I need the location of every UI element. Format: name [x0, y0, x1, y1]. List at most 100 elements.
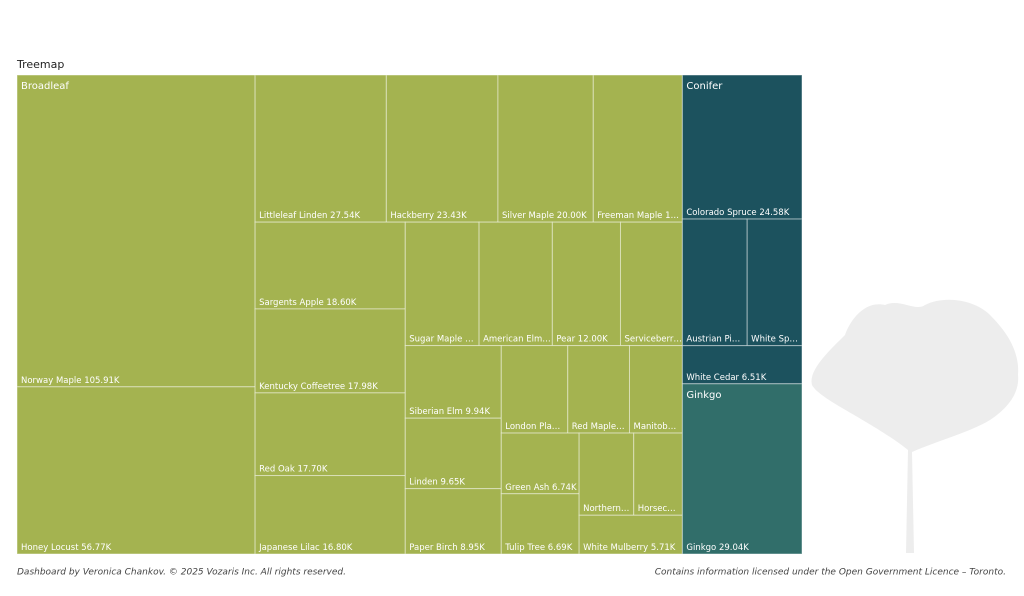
tile-value: 29.04K: [719, 543, 749, 553]
tile-name: Norway Maple: [21, 375, 81, 385]
tile-name: White Cedar: [686, 372, 739, 382]
treemap-tile: [254, 74, 387, 223]
tile-label: Paper Birch 8.95K: [409, 543, 485, 553]
treemap-tile: [497, 74, 594, 223]
treemap-tile: [500, 432, 580, 495]
tile-label: London Pla…: [505, 422, 560, 432]
treemap-tile: [254, 308, 406, 394]
tile-label: Sugar Maple …: [409, 334, 473, 344]
tile-name: White Sp…: [751, 334, 798, 344]
tile-name: Kentucky Coffeetree: [259, 381, 345, 391]
tile-label: Ginkgo 29.04K: [686, 543, 749, 553]
tile-value: 12.00K: [578, 334, 608, 344]
tile-value: 6.51K: [742, 372, 767, 382]
tile-label: Colorado Spruce 24.58K: [686, 208, 789, 218]
tile-name: Horsec…: [638, 504, 676, 514]
tile-name: Japanese Lilac: [258, 543, 320, 553]
treemap-tile: [478, 221, 553, 347]
tile-label: Linden 9.65K: [409, 477, 465, 487]
tile-name: Siberian Elm: [409, 407, 463, 417]
ginkgo-leaf-decoration: [811, 299, 1019, 553]
tile-value: 56.77K: [81, 543, 111, 553]
tile-label: Red Maple…: [572, 422, 625, 432]
tile-name: Littleleaf Linden: [259, 211, 327, 221]
tile-value: 16.80K: [322, 543, 352, 553]
tile-value: 20.00K: [557, 211, 587, 221]
treemap-tile: [500, 345, 569, 434]
tile-name: American Elm…: [483, 334, 551, 344]
tile-label: Japanese Lilac 16.80K: [258, 543, 353, 553]
tile-name: Ginkgo: [686, 543, 716, 553]
chart-title: Treemap: [16, 58, 64, 71]
tile-value: 9.65K: [440, 477, 465, 487]
tile-label: White Mulberry 5.71K: [583, 543, 676, 553]
tile-label: Siberian Elm 9.94K: [409, 407, 490, 417]
tile-label: Serviceberr…: [624, 334, 681, 344]
tile-name: Serviceberr…: [624, 334, 681, 344]
tile-name: Northern…: [583, 504, 629, 514]
tile-name: Hackberry: [390, 211, 434, 221]
tile-name: Colorado Spruce: [686, 208, 756, 218]
treemap-tile: [404, 488, 502, 555]
treemap-tile: [404, 345, 502, 419]
tile-name: Linden: [409, 477, 438, 487]
tile-label: Northern…: [583, 504, 629, 514]
treemap-tile: [567, 345, 630, 434]
group-label: Ginkgo: [686, 390, 721, 401]
treemap-tile: [592, 74, 683, 223]
tile-label: Hackberry 23.43K: [390, 211, 467, 221]
tile-name: Red Oak: [259, 464, 295, 474]
treemap-tile: [254, 392, 406, 477]
tile-name: Manitob…: [633, 422, 676, 432]
treemap-tile: [578, 432, 635, 516]
group-label: Conifer: [686, 81, 723, 92]
tile-value: 105.91K: [84, 375, 120, 385]
treemap-tile: [681, 74, 803, 220]
tile-label: Red Oak 17.70K: [259, 464, 328, 474]
treemap-tile: [254, 221, 406, 310]
tile-label: Pear 12.00K: [556, 334, 608, 344]
tile-label: Norway Maple 105.91K: [21, 375, 120, 385]
treemap-tile: [628, 345, 683, 434]
treemap-tile: [16, 74, 256, 388]
treemap-tile: [254, 475, 406, 555]
tile-label: Sargents Apple 18.60K: [259, 297, 357, 307]
treemap-tile: [404, 417, 502, 490]
tile-name: Green Ash: [505, 482, 549, 492]
footer-right: Contains information licensed under the …: [655, 568, 1006, 578]
tile-name: London Pla…: [505, 422, 560, 432]
tile-name: Freeman Maple 1…: [597, 211, 679, 221]
tile-name: Paper Birch: [409, 543, 457, 553]
tile-name: Austrian Pi…: [686, 334, 740, 344]
tile-label: Honey Locust 56.77K: [21, 543, 112, 553]
tile-value: 9.94K: [466, 407, 491, 417]
tile-label: Freeman Maple 1…: [597, 211, 679, 221]
treemap-tile: [500, 493, 580, 555]
tile-value: 8.95K: [460, 543, 485, 553]
tile-value: 27.54K: [330, 211, 360, 221]
tile-name: Honey Locust: [21, 543, 79, 553]
tile-value: 23.43K: [437, 211, 467, 221]
footer-left: Dashboard by Veronica Chankov. © 2025 Vo…: [17, 568, 346, 578]
tile-name: White Mulberry: [583, 543, 648, 553]
treemap-tile: [681, 345, 803, 385]
tile-name: Tulip Tree: [504, 543, 545, 553]
tile-value: 17.98K: [348, 381, 378, 391]
tile-value: 17.70K: [297, 464, 327, 474]
treemap-tile: [16, 386, 256, 555]
treemap-tile: [746, 218, 803, 347]
treemap-tile: [404, 221, 480, 347]
treemap-tile: [619, 221, 683, 347]
tile-label: Green Ash 6.74K: [505, 482, 577, 492]
tile-value: 6.69K: [548, 543, 573, 553]
treemap-tile: [681, 218, 748, 347]
tile-name: Sugar Maple …: [409, 334, 473, 344]
tile-label: Horsec…: [638, 504, 676, 514]
tile-value: 18.60K: [326, 297, 356, 307]
tile-label: Tulip Tree 6.69K: [504, 543, 572, 553]
tile-name: Silver Maple: [502, 211, 554, 221]
tile-value: 6.74K: [552, 482, 577, 492]
tile-label: Silver Maple 20.00K: [502, 211, 587, 221]
tile-label: Manitob…: [633, 422, 676, 432]
